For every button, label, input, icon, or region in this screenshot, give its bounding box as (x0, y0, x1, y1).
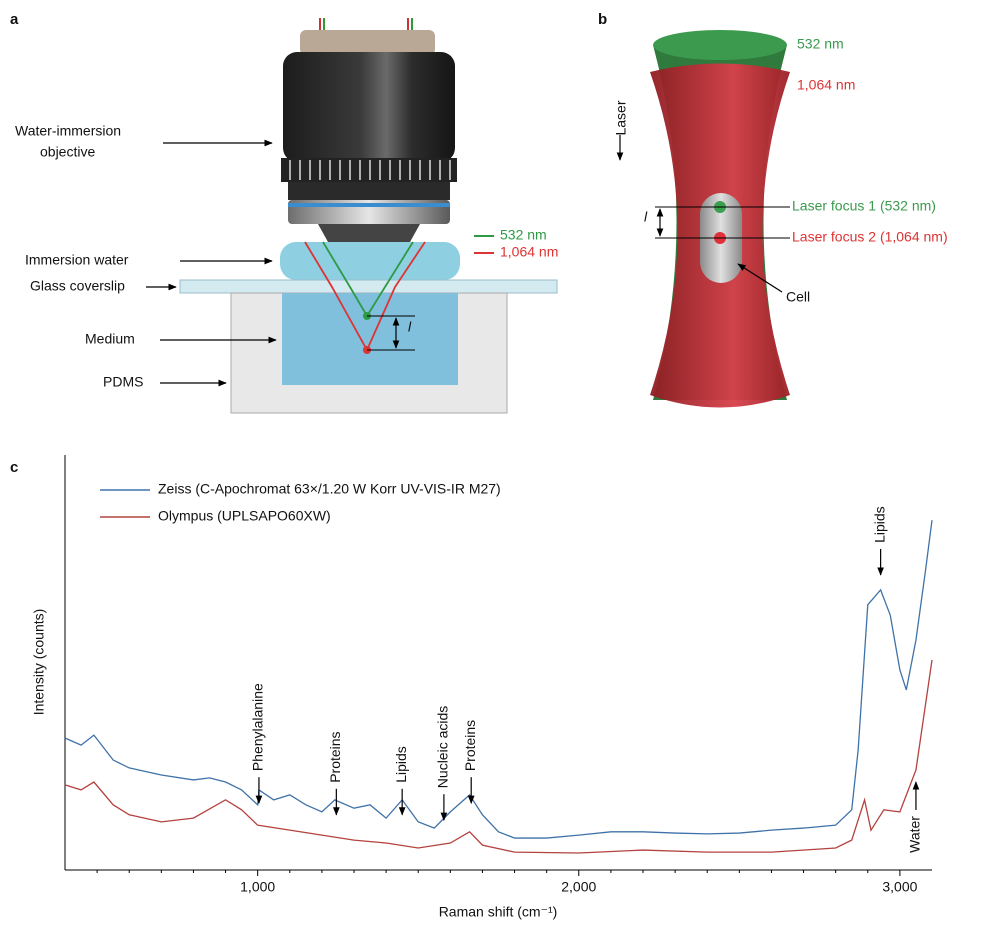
focus-label: Laser focus 2 (1,064 nm) (792, 229, 948, 245)
annotation-text: Proteins (462, 720, 478, 771)
annotation-text: Phenylalanine (250, 683, 266, 771)
panel-label: a (10, 11, 19, 28)
legend-text: 1,064 nm (500, 244, 558, 260)
x-tick-label: 3,000 (882, 879, 917, 895)
panel-c: c Raman shift (cm⁻¹) Intensity (counts) … (10, 455, 933, 920)
spectrum-line (64, 659, 933, 854)
x-axis-label: Raman shift (cm⁻¹) (439, 904, 558, 920)
objective-body (283, 52, 455, 162)
objective-label: Water-immersion (15, 123, 121, 139)
annotation-text: Proteins (327, 731, 343, 782)
annotation-text: Lipids (871, 506, 887, 543)
legend-text: 532 nm (500, 227, 547, 243)
panel-label: b (598, 11, 607, 28)
spectrum-line (64, 520, 933, 839)
y-axis-label: Intensity (counts) (31, 609, 47, 716)
focus-label: Laser focus 1 (532 nm) (792, 198, 936, 214)
coverslip-label: Glass coverslip (30, 278, 125, 294)
panel-b: b l Laser 532 nm 1,064 nm Laser focus 1 … (598, 11, 948, 408)
laser-label: Laser (613, 100, 629, 135)
immersion-water (280, 242, 460, 280)
panel-a: a l Water-immersion objective Immersion … (10, 11, 558, 414)
x-tick-label: 1,000 (240, 879, 275, 895)
medium-label: Medium (85, 331, 135, 347)
pdms-label: PDMS (103, 374, 143, 390)
medium (282, 293, 458, 385)
legend-text: 532 nm (797, 36, 844, 52)
objective-cap (300, 30, 435, 55)
annotation-text: Nucleic acids (435, 706, 451, 788)
legend-text: Olympus (UPLSAPO60XW) (158, 508, 331, 524)
distance-label: l (408, 319, 412, 335)
cell-label: Cell (786, 289, 810, 305)
annotation-text: Lipids (393, 746, 409, 783)
legend-text: 1,064 nm (797, 77, 855, 93)
coverslip (179, 279, 558, 294)
legend-text: Zeiss (C-Apochromat 63×/1.20 W Korr UV-V… (158, 481, 501, 497)
x-tick-label: 2,000 (561, 879, 596, 895)
panel-label: c (10, 459, 18, 476)
objective-label: objective (40, 144, 95, 160)
annotation-text: Water (907, 816, 923, 853)
distance-label: l (644, 209, 648, 225)
immersion-label: Immersion water (25, 252, 129, 268)
